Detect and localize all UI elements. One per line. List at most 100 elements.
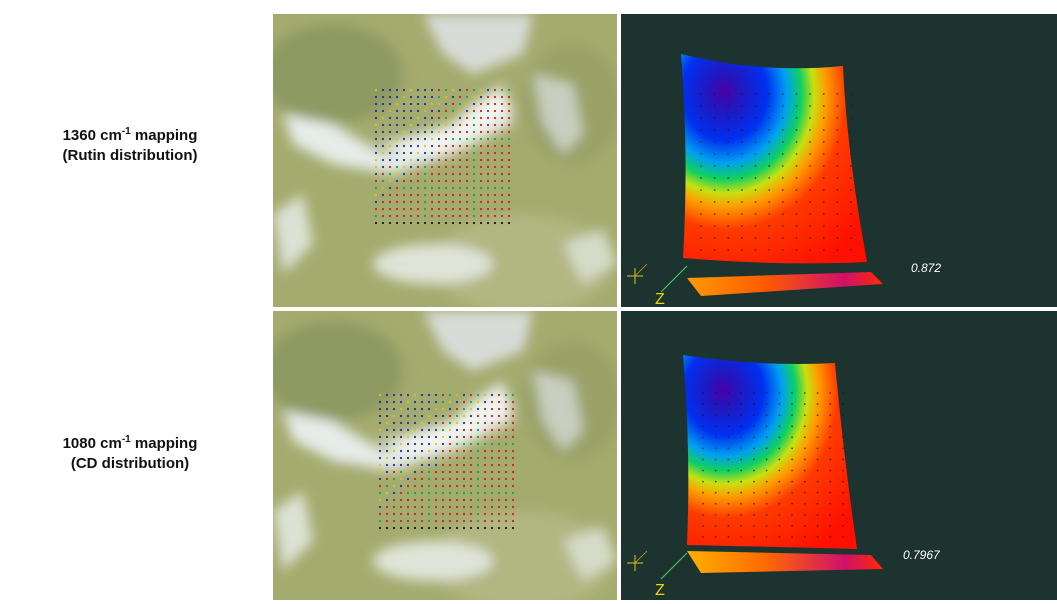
measurement-point	[472, 137, 476, 141]
measurement-point	[437, 193, 441, 197]
measurement-point	[486, 116, 490, 120]
surface-point	[795, 213, 798, 215]
measurement-point	[493, 179, 497, 183]
surface-plot-1: 0.872 Z	[621, 14, 1057, 307]
surface-point	[850, 129, 852, 131]
measurement-point	[458, 214, 462, 218]
measurement-point	[476, 519, 480, 523]
measurement-point	[406, 407, 410, 411]
measurement-point	[451, 214, 455, 218]
surface-point	[714, 525, 717, 527]
surface-point	[842, 436, 844, 439]
surface-point	[727, 436, 730, 439]
measurement-point	[455, 477, 459, 481]
measurement-point	[448, 407, 452, 411]
surface-point	[778, 436, 781, 439]
measurement-point	[437, 158, 441, 162]
surface-point	[727, 425, 730, 428]
measurement-point	[479, 116, 483, 120]
measurement-point	[381, 144, 385, 148]
measurement-point	[441, 484, 445, 488]
measurement-point	[490, 484, 494, 488]
measurement-point	[465, 88, 469, 92]
measurement-point	[423, 102, 427, 106]
measurement-point	[486, 123, 490, 127]
measurement-point	[402, 186, 406, 190]
measurement-point	[381, 88, 385, 92]
measurement-point	[479, 193, 483, 197]
measurement-point	[451, 88, 455, 92]
surface-point	[741, 153, 743, 155]
measurement-point	[504, 491, 508, 495]
surface-point	[727, 513, 730, 516]
surface-point	[816, 513, 819, 516]
measurement-point	[423, 207, 427, 211]
surface-point	[850, 117, 852, 119]
measurement-point	[479, 109, 483, 113]
measurement-point	[395, 123, 399, 127]
measurement-point	[472, 109, 476, 113]
surface-point	[803, 536, 806, 538]
surface-point	[714, 502, 717, 505]
surface-point	[842, 447, 844, 450]
measurement-point	[413, 512, 417, 516]
measurement-point	[451, 95, 455, 99]
measurement-point	[441, 442, 445, 446]
surface-point	[714, 536, 717, 538]
surface-point	[791, 425, 793, 428]
measurement-point	[437, 123, 441, 127]
measurement-point	[497, 428, 501, 432]
measurement-point	[413, 505, 417, 509]
measurement-point	[507, 116, 511, 120]
measurement-point	[385, 442, 389, 446]
z-axis-label-1: Z	[655, 291, 665, 307]
measurement-point	[392, 421, 396, 425]
surface-point	[795, 117, 798, 119]
surface-point	[836, 105, 839, 107]
measurement-point	[493, 207, 497, 211]
measurement-point	[413, 393, 417, 397]
measurement-point	[486, 109, 490, 113]
surface-point	[740, 480, 743, 483]
measurement-point	[434, 414, 438, 418]
measurement-point	[413, 491, 417, 495]
surface-point	[809, 165, 811, 167]
surface-point	[700, 249, 702, 251]
surface-point	[753, 536, 755, 538]
measurement-point	[374, 172, 378, 176]
surface-point	[754, 153, 757, 155]
measurement-point	[413, 442, 417, 446]
measurement-point	[402, 123, 406, 127]
measurement-point	[511, 512, 515, 516]
measurement-point	[427, 477, 431, 481]
measurement-point	[430, 116, 434, 120]
measurement-point	[507, 193, 511, 197]
measurement-point	[479, 172, 483, 176]
measurement-point	[511, 519, 515, 523]
measurement-point	[420, 498, 424, 502]
measurement-point	[395, 102, 399, 106]
measurement-point	[441, 498, 445, 502]
measurement-point	[402, 214, 406, 218]
surface-point	[809, 237, 811, 239]
measurement-point	[434, 498, 438, 502]
measurement-point	[402, 116, 406, 120]
measurement-point	[395, 221, 399, 225]
measurement-point	[469, 512, 473, 516]
surface-point	[809, 189, 811, 191]
surface-point	[809, 225, 811, 227]
surface-point	[768, 177, 771, 179]
measurement-point	[395, 144, 399, 148]
surface-point	[816, 414, 819, 417]
measurement-point	[402, 172, 406, 176]
measurement-point	[458, 116, 462, 120]
measurement-point	[434, 421, 438, 425]
measurement-point	[437, 221, 441, 225]
surface-point	[822, 153, 825, 155]
measurement-point	[413, 400, 417, 404]
surface-point	[816, 436, 819, 439]
surface-point	[795, 105, 798, 107]
measurement-point	[444, 207, 448, 211]
measurement-grid-2	[378, 393, 515, 530]
surface-point	[842, 480, 844, 483]
